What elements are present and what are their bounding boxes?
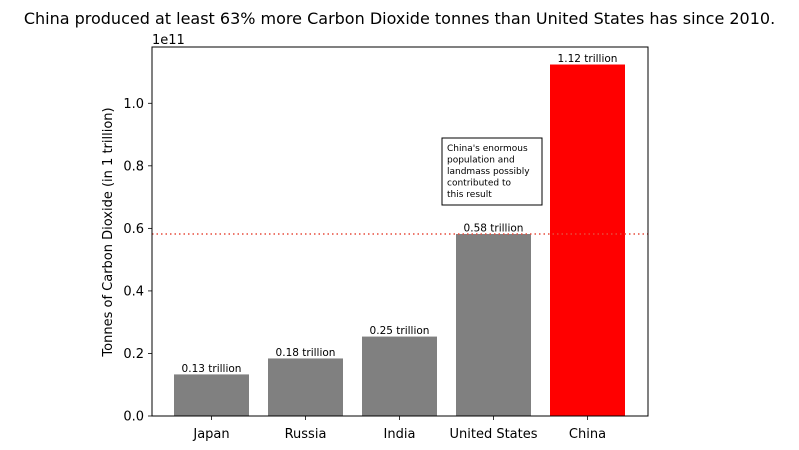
y-tick-label: 0.2 bbox=[123, 347, 144, 362]
bar-india bbox=[362, 336, 437, 416]
y-tick-label: 0.0 bbox=[123, 410, 144, 425]
y-tick-label: 0.8 bbox=[123, 159, 144, 174]
plot-frame bbox=[151, 46, 649, 417]
y-tick-label: 0.4 bbox=[123, 284, 144, 299]
chart-title: China produced at least 63% more Carbon … bbox=[24, 9, 775, 28]
x-tick-label: United States bbox=[449, 427, 537, 442]
annotation-text-line: China's enormous bbox=[447, 144, 528, 154]
bars: 0.13 trillion 0.18 trillion 0.25 trillion 0… bbox=[174, 53, 625, 416]
annotation-text-line: landmass possibly bbox=[447, 167, 530, 177]
y-tick-label: 0.6 bbox=[123, 222, 144, 237]
bar-value-label: 0.13 trillion bbox=[182, 363, 242, 375]
bar-united-states bbox=[456, 234, 531, 416]
annotation-text-line: population and bbox=[447, 156, 515, 166]
x-tick-label: Russia bbox=[285, 427, 327, 442]
bar-value-label: 0.25 trillion bbox=[370, 325, 430, 337]
axes: Japan Russia India United States China 0.0 0.2… bbox=[123, 46, 649, 442]
annotation-frame bbox=[441, 137, 543, 206]
bar-japan bbox=[174, 374, 249, 416]
y-tick-label: 1.0 bbox=[123, 97, 144, 112]
x-tick-label: India bbox=[384, 427, 416, 442]
y-axis-offset-text: 1e11 bbox=[152, 33, 185, 48]
y-axis-label: Tonnes of Carbon Dioxide (in 1 trillion) bbox=[101, 107, 116, 357]
bar-russia bbox=[268, 358, 343, 416]
bar-china bbox=[550, 64, 625, 416]
annotation-text-line: this result bbox=[447, 190, 492, 200]
bar-value-label: 1.12 trillion bbox=[558, 53, 618, 65]
annotation-text-line: contributed to bbox=[447, 179, 511, 189]
x-tick-label: Japan bbox=[192, 427, 229, 442]
x-tick-label: China bbox=[569, 427, 606, 442]
bar-value-label: 0.18 trillion bbox=[276, 347, 336, 359]
bar-value-label: 0.58 trillion bbox=[464, 223, 524, 235]
